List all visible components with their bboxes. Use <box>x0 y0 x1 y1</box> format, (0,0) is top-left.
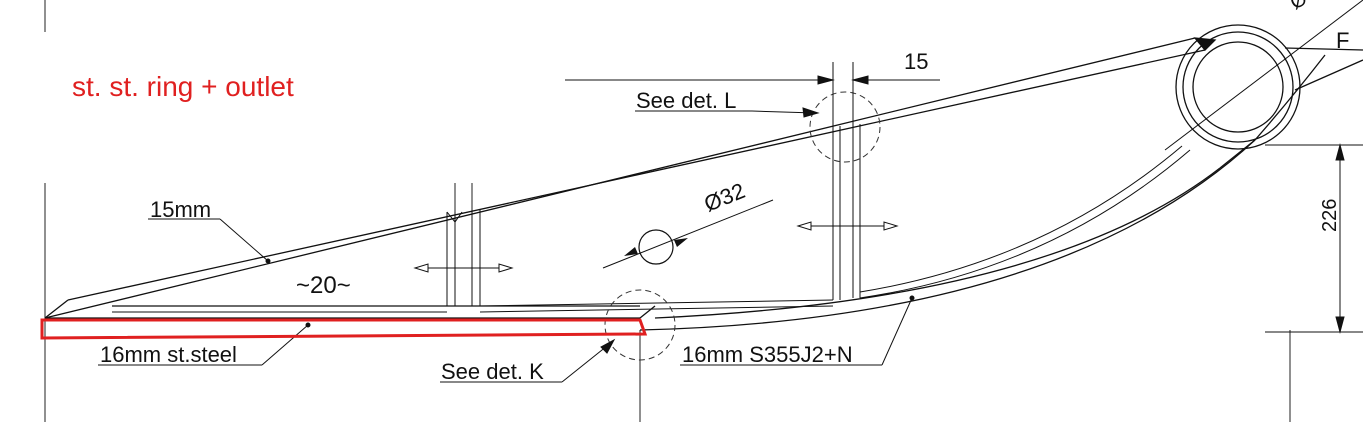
hole-dia-label: Ø32 <box>701 178 749 217</box>
dim-226 <box>1265 143 1363 334</box>
dim-15 <box>565 62 940 128</box>
hole-leader <box>602 199 774 269</box>
thickness-top-label: 15mm <box>150 197 211 222</box>
double-arrows <box>413 221 899 273</box>
leaders <box>98 107 915 383</box>
f-label: F <box>1336 28 1349 53</box>
ring-dia-label: Ø <box>1287 0 1311 14</box>
hub-ring <box>1164 0 1363 151</box>
thickness-s355-label: 16mm S355J2+N <box>682 342 853 367</box>
detail-k-circle <box>604 289 676 361</box>
detail-l-circle <box>809 91 881 163</box>
title-annotation: st. st. ring + outlet <box>72 71 294 102</box>
hole-arrow-2 <box>674 238 688 247</box>
construction-lines <box>44 0 1291 422</box>
highlight-stst-plate <box>40 318 648 340</box>
dim-226-label: 226 <box>1319 199 1341 232</box>
hole-circle <box>638 229 674 265</box>
thickness-stst-label: 16mm st.steel <box>100 342 237 367</box>
ribs <box>112 124 1191 313</box>
dim-15-label: 15 <box>904 49 928 74</box>
see-det-l-label: See det. L <box>636 88 736 113</box>
see-det-k-label: See det. K <box>441 359 544 384</box>
pitch-label: ~20~ <box>296 272 351 299</box>
hole-arrow-1 <box>624 247 638 256</box>
